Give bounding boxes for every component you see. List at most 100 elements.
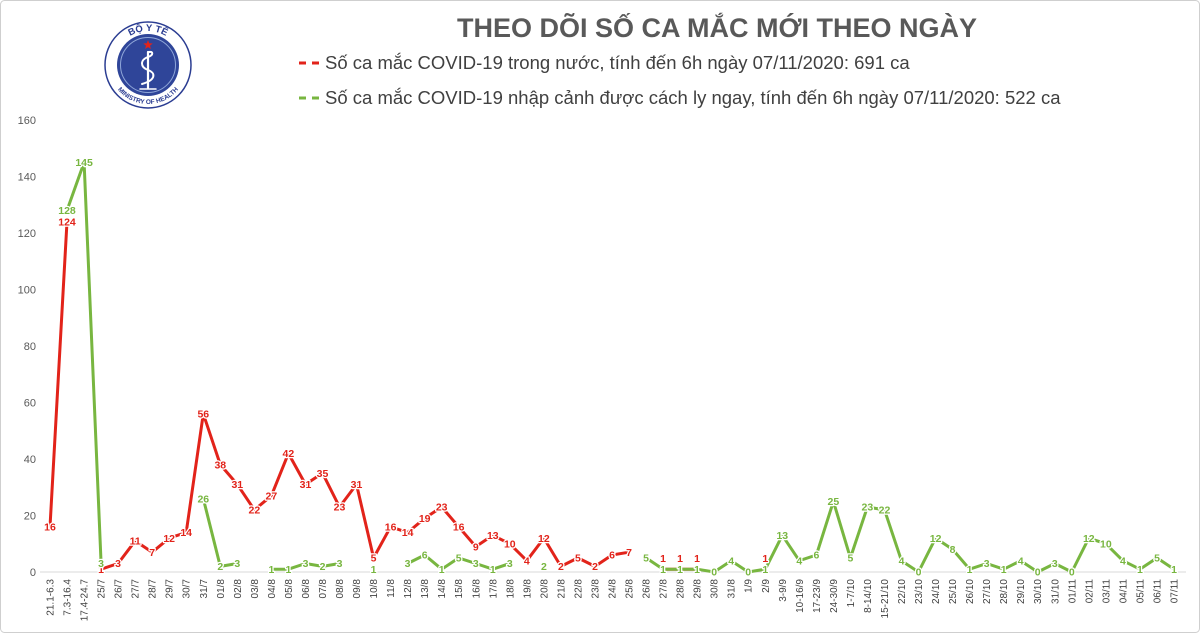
data-point-domestic	[235, 482, 239, 486]
data-label-imported: 1	[439, 564, 445, 576]
x-tick-label: 22/10	[897, 579, 908, 604]
data-point-imported	[780, 533, 784, 537]
data-label-domestic: 31	[300, 479, 312, 491]
data-label-imported: 1	[694, 564, 700, 576]
data-point-imported	[951, 547, 955, 552]
data-point-domestic	[218, 463, 222, 467]
logo-top-text: BỘ Y TẾ	[127, 22, 170, 38]
data-point-imported	[1070, 570, 1074, 574]
data-label-imported: 1	[371, 564, 377, 576]
data-label-domestic: 2	[592, 561, 598, 573]
data-label-imported: 0	[711, 567, 717, 579]
data-point-imported	[882, 508, 887, 512]
data-point-domestic	[48, 525, 52, 529]
data-point-domestic	[269, 494, 273, 498]
data-point-imported	[269, 567, 273, 571]
x-tick-label: 7.3-16.4	[63, 579, 74, 616]
data-point-imported	[746, 570, 750, 574]
x-tick-label: 15/8	[454, 579, 465, 599]
data-point-domestic	[542, 536, 546, 540]
x-tick-label: 24/8	[608, 579, 619, 599]
x-tick-label: 11/8	[386, 579, 397, 598]
x-tick-label: 04/11	[1118, 579, 1129, 604]
data-point-imported	[65, 208, 69, 212]
x-tick-label: 28/7	[148, 579, 159, 599]
x-tick-label: 30/10	[1033, 579, 1044, 604]
x-tick-label: 09/8	[352, 579, 363, 599]
data-label-domestic: 23	[334, 502, 346, 514]
data-point-imported	[440, 567, 444, 571]
x-tick-label: 1/9	[744, 579, 755, 593]
data-point-imported	[712, 570, 716, 574]
data-label-imported: 5	[643, 553, 649, 565]
x-tick-label: 31/7	[199, 579, 210, 599]
data-point-domestic	[252, 508, 256, 512]
x-tick-label: 29/8	[693, 579, 704, 599]
x-tick-label: 20/8	[539, 579, 550, 599]
data-label-imported: 3	[98, 558, 104, 570]
data-point-imported	[1138, 567, 1142, 571]
data-label-imported: 1	[285, 564, 291, 576]
data-label-imported: 4	[1120, 555, 1126, 567]
data-label-imported: 1	[1137, 564, 1143, 576]
legend-item-imported: Số ca mắc COVID-19 nhập cảnh được cách l…	[299, 87, 1061, 108]
x-tick-label: 31/8	[727, 579, 738, 599]
data-point-imported	[831, 499, 836, 503]
data-label-imported: 6	[422, 550, 428, 562]
data-label-imported: 1	[1001, 564, 1007, 576]
data-point-imported	[1121, 559, 1125, 563]
y-axis-tick-labels: 0 20 40 60 80 100 120 140 160	[18, 115, 36, 579]
data-point-imported	[1155, 556, 1159, 560]
data-point-domestic	[576, 556, 580, 560]
data-point-imported	[99, 561, 103, 566]
data-point-imported	[457, 556, 461, 560]
data-label-domestic: 2	[558, 561, 564, 573]
x-tick-label: 10/8	[369, 579, 380, 599]
x-tick-label: 15-21/10	[880, 579, 891, 619]
x-tick-label: 26/8	[642, 579, 653, 599]
data-point-imported	[508, 561, 512, 566]
data-label-imported: 4	[728, 555, 734, 567]
data-point-imported	[491, 567, 495, 571]
data-point-imported	[1104, 542, 1108, 546]
x-tick-label: 02/8	[233, 579, 244, 599]
data-point-domestic	[559, 564, 563, 569]
series-line-domestic	[48, 220, 69, 529]
data-label-domestic: 12	[538, 533, 550, 545]
data-point-imported	[1036, 570, 1040, 574]
data-point-imported	[406, 561, 410, 566]
series-line-imported	[644, 499, 1176, 574]
data-label-imported: 23	[862, 502, 874, 514]
data-point-domestic	[389, 525, 393, 529]
data-label-imported: 3	[473, 558, 479, 570]
y-tick-label: 80	[24, 341, 36, 353]
data-point-imported	[797, 559, 801, 563]
data-label-imported: 3	[303, 558, 309, 570]
data-point-domestic	[167, 536, 171, 540]
x-tick-label: 30/8	[710, 579, 721, 599]
data-label-imported: 5	[1154, 553, 1160, 565]
data-point-imported	[1172, 567, 1176, 571]
x-tick-label: 31/10	[1050, 579, 1061, 604]
data-label-domestic: 7	[626, 547, 632, 559]
y-tick-label: 0	[30, 567, 36, 579]
data-label-domestic: 13	[487, 530, 499, 542]
data-point-imported	[201, 497, 205, 501]
y-tick-label: 20	[24, 510, 36, 522]
data-point-imported	[695, 567, 699, 571]
x-tick-label: 21/8	[556, 579, 567, 599]
data-label-domestic: 11	[130, 536, 141, 548]
data-label-domestic: 5	[371, 553, 377, 565]
x-tick-label: 05/11	[1135, 579, 1146, 604]
data-point-domestic	[320, 471, 325, 475]
data-label-domestic: 12	[163, 533, 175, 545]
y-tick-label: 160	[18, 115, 36, 127]
data-label-imported: 8	[950, 544, 956, 556]
data-point-domestic	[627, 550, 631, 554]
data-point-imported	[916, 570, 921, 574]
data-label-imported: 1	[1171, 564, 1177, 576]
data-label-imported: 26	[197, 493, 209, 505]
data-label-domestic: 6	[609, 550, 615, 562]
data-label-imported: 2	[541, 561, 547, 573]
data-label-imported: 3	[507, 558, 513, 570]
